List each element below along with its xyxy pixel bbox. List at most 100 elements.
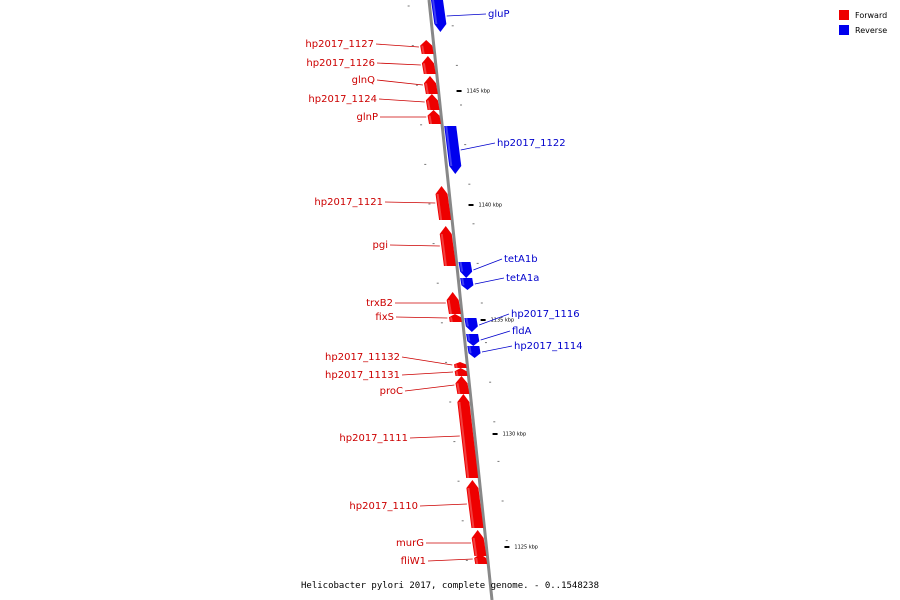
gene-label[interactable]: proC xyxy=(380,386,403,397)
gene-pgi[interactable]: pgi xyxy=(373,226,456,266)
gene-label[interactable]: hp2017_1121 xyxy=(314,197,383,208)
gene-label[interactable]: murG xyxy=(396,538,424,549)
tick-label: 1145 kbp xyxy=(467,89,491,95)
gene-label[interactable]: fixS xyxy=(375,312,394,323)
gene-arrow[interactable] xyxy=(427,110,442,124)
gene-glnP[interactable]: glnP xyxy=(357,110,442,124)
gene-arrow[interactable] xyxy=(431,0,447,32)
gene-shading xyxy=(432,0,438,24)
gene-label[interactable]: hp2017_11132 xyxy=(325,352,400,363)
gene-pointer xyxy=(401,356,453,366)
gene-hp2017_1127[interactable]: hp2017_1127 xyxy=(305,39,434,54)
gene-arrow[interactable] xyxy=(439,226,456,266)
gene-label[interactable]: hp2017_1116 xyxy=(511,309,580,320)
gene-shading xyxy=(449,317,453,322)
gene-pointer xyxy=(481,345,513,353)
gene-arrow[interactable] xyxy=(455,376,470,394)
gene-arrow[interactable] xyxy=(467,346,481,358)
gene-arrow[interactable] xyxy=(446,292,461,314)
gene-pointer xyxy=(384,201,436,204)
gene-arrow[interactable] xyxy=(474,554,488,564)
gene-pointer xyxy=(378,98,425,103)
gene-hp2017_1121[interactable]: hp2017_1121 xyxy=(314,186,452,220)
gene-pointer xyxy=(389,244,440,247)
gene-arrow[interactable] xyxy=(464,318,478,332)
gene-pointer xyxy=(460,142,496,151)
gene-fldA[interactable]: fldA xyxy=(466,326,532,346)
gene-label[interactable]: fldA xyxy=(512,326,532,337)
gene-shading xyxy=(436,194,443,220)
gene-trxB2[interactable]: trxB2 xyxy=(366,292,461,314)
gene-hp2017_1110[interactable]: hp2017_1110 xyxy=(349,480,484,528)
gene-label[interactable]: glnP xyxy=(357,112,379,123)
gene-label[interactable]: hp2017_1111 xyxy=(339,433,408,444)
gene-hp2017_1116[interactable]: hp2017_1116 xyxy=(464,309,580,332)
gene-hp2017_1111[interactable]: hp2017_1111 xyxy=(339,394,479,478)
tick-label: 1130 kbp xyxy=(503,432,527,438)
legend-label: Reverse xyxy=(855,26,887,35)
gene-label[interactable]: tetA1a xyxy=(506,273,539,284)
gene-label[interactable]: hp2017_1124 xyxy=(308,94,377,105)
gene-arrow[interactable] xyxy=(423,76,438,94)
gene-label[interactable]: gluP xyxy=(488,9,510,20)
gene-proC[interactable]: proC xyxy=(380,376,470,397)
gene-arrow[interactable] xyxy=(420,40,434,54)
gene-arrow[interactable] xyxy=(444,126,462,174)
gene-shading xyxy=(422,63,427,74)
gene-label[interactable]: tetA1b xyxy=(504,254,538,265)
tick-label: 1125 kbp xyxy=(514,545,538,551)
gene-label[interactable]: glnQ xyxy=(352,75,375,86)
gene-shading xyxy=(467,334,471,342)
gene-arrow[interactable] xyxy=(471,530,487,556)
gene-arrow[interactable] xyxy=(435,186,452,220)
gene-label[interactable]: hp2017_1110 xyxy=(349,501,418,512)
gene-arrow[interactable] xyxy=(460,278,474,290)
gene-fliW1[interactable]: fliW1 xyxy=(401,554,488,567)
gene-hp2017_1124[interactable]: hp2017_1124 xyxy=(308,94,440,110)
gene-tetA1b[interactable]: tetA1b xyxy=(458,254,538,278)
gene-hp2017_11131[interactable]: hp2017_11131 xyxy=(325,368,468,381)
gene-murG[interactable]: murG xyxy=(396,530,487,556)
gene-arrow[interactable] xyxy=(425,94,440,110)
gene-label[interactable]: trxB2 xyxy=(366,298,393,309)
gene-fixS[interactable]: fixS xyxy=(375,312,462,323)
gene-shading xyxy=(475,558,479,564)
gene-label[interactable]: hp2017_1122 xyxy=(497,138,566,149)
major-ticks: 1145 kbp 1140 kbp 1135 kbp 1130 kbp 1125 kbp xyxy=(456,89,538,551)
legend: Forward Reverse xyxy=(839,10,887,35)
gene-label[interactable]: fliW1 xyxy=(401,556,426,567)
gene-pointer xyxy=(404,384,455,392)
gene-hp2017_1114[interactable]: hp2017_1114 xyxy=(467,341,583,358)
tick-label: 1140 kbp xyxy=(479,203,503,209)
gene-arrow[interactable] xyxy=(457,394,479,478)
gene-shading xyxy=(465,318,469,327)
gene-arrow[interactable] xyxy=(458,262,473,278)
gene-arrow[interactable] xyxy=(454,368,468,376)
gene-hp2017_11132[interactable]: hp2017_11132 xyxy=(325,352,467,368)
gene-arrow[interactable] xyxy=(421,56,436,74)
gene-pointer xyxy=(446,13,487,17)
gene-label[interactable]: hp2017_1114 xyxy=(514,341,583,352)
gene-arrow[interactable] xyxy=(448,314,462,322)
gene-arrow[interactable] xyxy=(466,334,480,346)
gene-shading xyxy=(458,402,470,478)
gene-pointer xyxy=(401,371,454,376)
gene-label[interactable]: pgi xyxy=(373,240,388,251)
gene-hp2017_1126[interactable]: hp2017_1126 xyxy=(306,56,436,74)
gene-pointer xyxy=(473,258,503,271)
gene-gluP[interactable]: gluP xyxy=(431,0,510,32)
gene-hp2017_1122[interactable]: hp2017_1122 xyxy=(444,126,566,174)
gene-arrow[interactable] xyxy=(466,480,484,528)
gene-pointer xyxy=(375,43,419,48)
gene-tetA1a[interactable]: tetA1a xyxy=(460,273,539,290)
tick-label: 1135 kbp xyxy=(491,318,515,324)
gene-arrow[interactable] xyxy=(454,362,467,368)
minor-ticks xyxy=(407,5,508,561)
gene-shading xyxy=(424,83,429,94)
gene-glnQ[interactable]: glnQ xyxy=(352,75,438,94)
gene-label[interactable]: hp2017_1127 xyxy=(305,39,374,50)
gene-label[interactable]: hp2017_11131 xyxy=(325,370,400,381)
gene-shading xyxy=(461,278,465,286)
gene-label[interactable]: hp2017_1126 xyxy=(306,58,375,69)
